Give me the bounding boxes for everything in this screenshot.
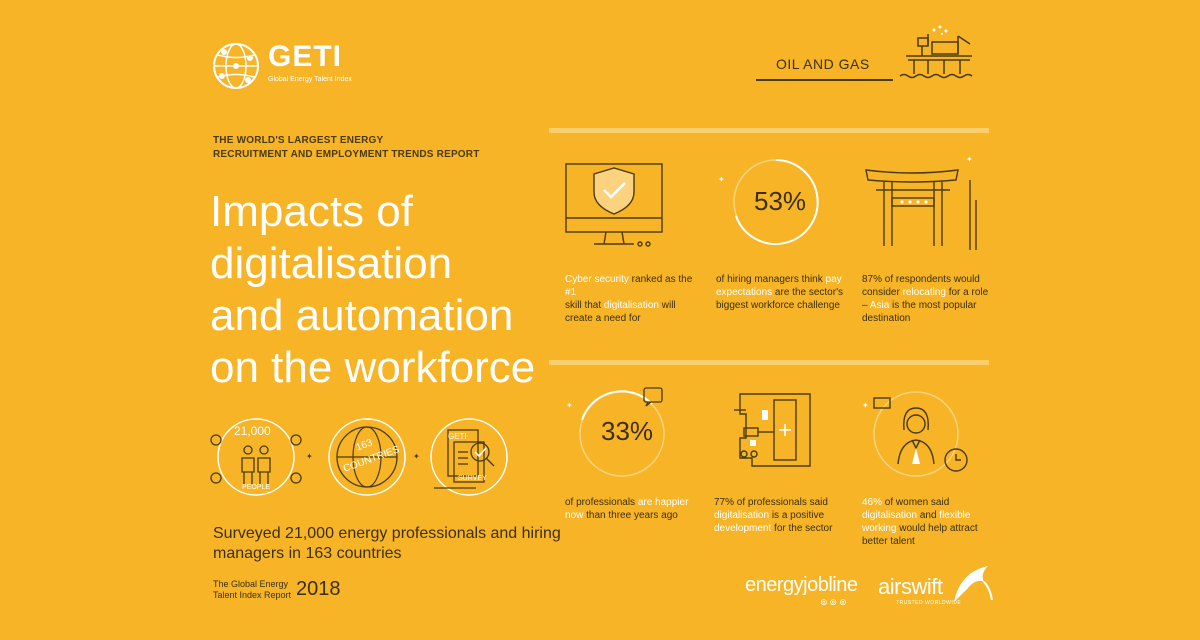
people-badge: 21,000 PEOPLE	[208, 412, 304, 502]
sector-underline	[756, 79, 893, 81]
swift-bird-icon	[950, 562, 996, 606]
sector-label: OIL AND GAS	[776, 56, 870, 72]
headline-line-1: Impacts of	[210, 187, 413, 236]
report-line-2: Talent Index Report	[213, 590, 292, 600]
separator-dot: ✦	[306, 452, 313, 461]
headline-line-4: on the workforce	[210, 343, 536, 392]
survey-brand: GETI	[448, 432, 467, 441]
stat-pay-expectations: of hiring managers think pay expectation…	[716, 274, 843, 311]
torii-gate-icon: ✦	[862, 150, 982, 254]
stat-cyber-security: Cyber security ranked as the #1 skill th…	[565, 274, 693, 324]
percentage-ring-33: ✦	[560, 380, 680, 490]
stat-pct-53: 53%	[754, 186, 807, 216]
page-title: Impacts of digitalisation and automation…	[210, 186, 535, 394]
svg-text:✦: ✦	[718, 175, 725, 184]
survey-label: SURVEY	[458, 475, 487, 482]
stat-digitalisation-positive: 77% of professionals said digitalisation…	[714, 497, 833, 534]
headline-line-3: and automation	[210, 291, 514, 340]
airswift-logo: airswift	[878, 574, 943, 599]
stat-happier: of professionals are happier now than th…	[565, 497, 689, 521]
svg-text:✦: ✦	[966, 155, 973, 164]
separator-dot: ✦	[413, 452, 420, 461]
airswift-tagline: TRUSTED WORLDWIDE	[896, 600, 962, 606]
surveyed-line-1: Surveyed 21,000 energy professionals and…	[213, 525, 561, 542]
logo-subtitle: Global Energy Talent Index	[268, 76, 352, 83]
tagline-line-1: THE WORLD'S LARGEST ENERGY	[213, 135, 384, 146]
shield-monitor-icon	[560, 158, 670, 254]
report-line-1: The Global Energy	[213, 579, 289, 589]
oil-rig-icon	[898, 24, 980, 84]
energyjobline-mark-icon: ⊚⊚⊚	[820, 597, 849, 607]
tagline-line-2: RECRUITMENT AND EMPLOYMENT TRENDS REPORT	[213, 149, 480, 160]
survey-badge: GETI SURVEY	[424, 412, 514, 502]
energyjobline-logo: energyjobline	[745, 574, 858, 596]
people-icon	[210, 418, 302, 496]
surveyed-line-2: managers in 163 countries	[213, 545, 402, 562]
survey-clipboard-icon	[430, 418, 508, 496]
globe-logo-icon	[210, 38, 266, 94]
circuit-board-icon	[722, 388, 822, 478]
globe-icon	[328, 418, 406, 496]
stat-relocation: 87% of respondents would consider reloca…	[862, 274, 989, 324]
people-count: 21,000	[234, 424, 271, 438]
stat-pct-33: 33%	[601, 416, 654, 446]
woman-flexible-working-icon: ✦	[856, 378, 976, 488]
svg-text:✦: ✦	[566, 401, 573, 410]
divider-top	[549, 128, 989, 133]
headline-line-2: digitalisation	[210, 239, 453, 288]
people-label: PEOPLE	[242, 484, 271, 491]
svg-text:✦: ✦	[862, 401, 869, 410]
percentage-ring-53: ✦	[712, 150, 822, 260]
report-year: 2018	[296, 578, 341, 600]
countries-badge: 163 COUNTRIES	[322, 412, 412, 502]
logo-wordmark: GETI	[268, 40, 343, 73]
divider-middle	[549, 360, 989, 365]
stat-women: 46% of women said digitalisation and fle…	[862, 497, 978, 547]
